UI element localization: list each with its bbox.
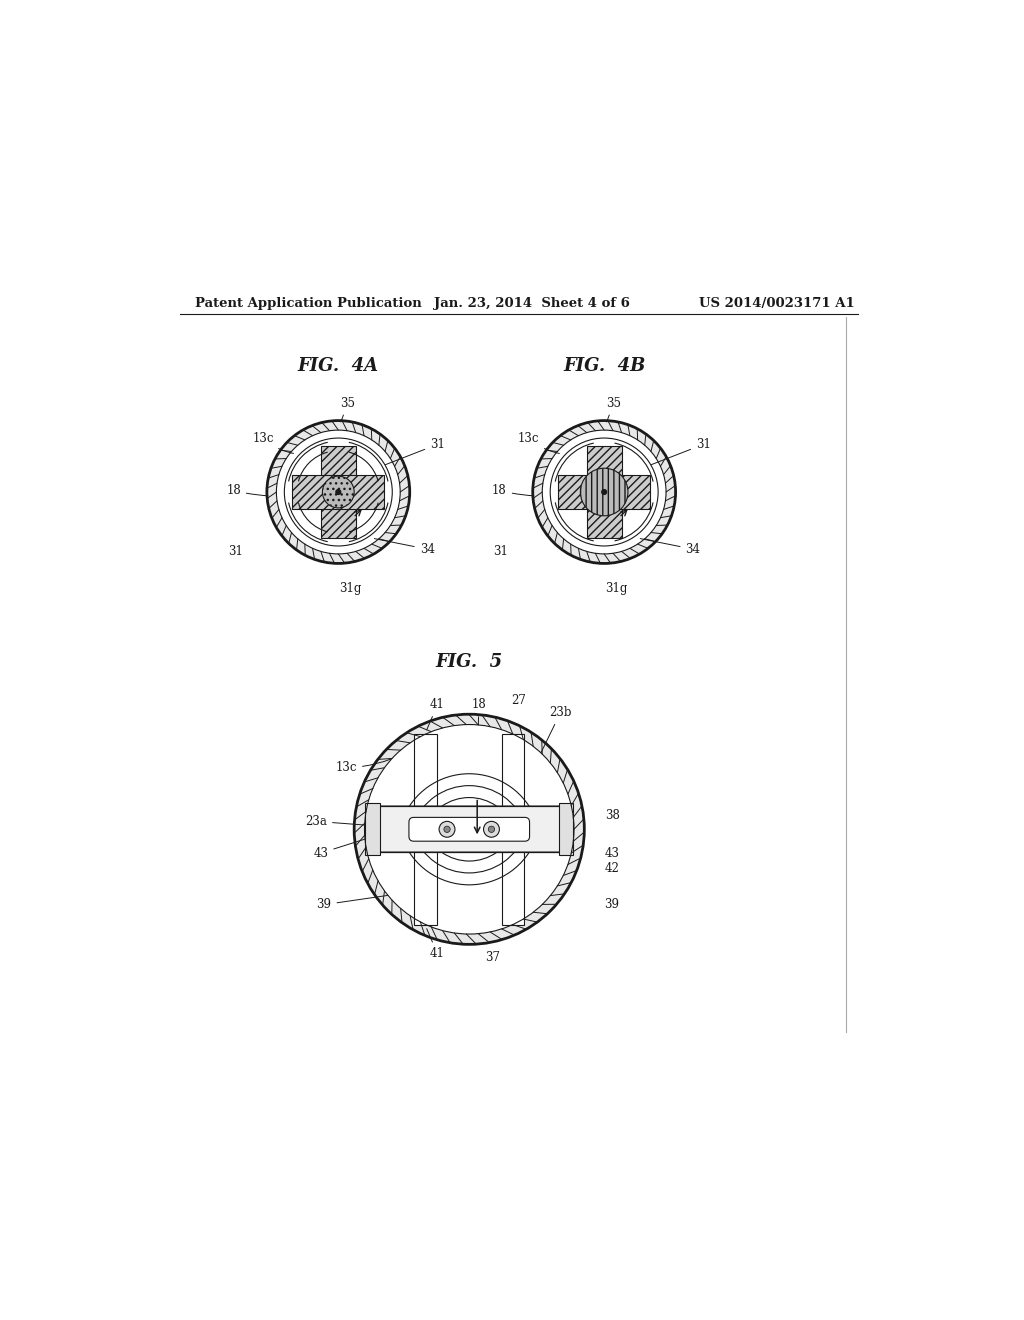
Bar [502, 734, 524, 924]
Text: 31: 31 [494, 545, 509, 558]
Text: 43: 43 [313, 838, 369, 859]
Bar [292, 475, 384, 510]
Text: 31g: 31g [339, 582, 361, 595]
Circle shape [550, 438, 658, 546]
Text: 34: 34 [375, 539, 434, 556]
Text: 13c: 13c [336, 759, 391, 774]
Text: Jan. 23, 2014  Sheet 4 of 6: Jan. 23, 2014 Sheet 4 of 6 [433, 297, 630, 310]
FancyBboxPatch shape [409, 817, 529, 841]
Circle shape [323, 477, 354, 508]
Bar [366, 803, 380, 855]
Text: FIG.  5: FIG. 5 [435, 652, 503, 671]
Circle shape [443, 826, 451, 833]
Bar [415, 734, 436, 924]
Text: 18: 18 [226, 484, 268, 496]
Text: FIG.  4A: FIG. 4A [298, 356, 379, 375]
Text: 35: 35 [606, 396, 622, 422]
Text: 18: 18 [492, 484, 534, 496]
Text: 34: 34 [640, 539, 700, 556]
FancyBboxPatch shape [370, 807, 568, 853]
Text: 43: 43 [604, 846, 620, 859]
Circle shape [365, 725, 574, 935]
Circle shape [532, 421, 676, 564]
Text: Patent Application Publication: Patent Application Publication [196, 297, 422, 310]
Circle shape [483, 821, 500, 837]
Text: 23a: 23a [305, 814, 366, 828]
Text: 13c: 13c [252, 432, 294, 454]
Ellipse shape [581, 469, 628, 516]
Text: 39: 39 [316, 894, 403, 911]
Text: 41: 41 [427, 698, 445, 730]
Text: US 2014/0023171 A1: US 2014/0023171 A1 [699, 297, 855, 310]
Text: FIG.  4B: FIG. 4B [563, 356, 645, 375]
Circle shape [602, 490, 606, 495]
Text: 35: 35 [340, 396, 355, 422]
Bar [587, 446, 622, 539]
Circle shape [285, 438, 392, 546]
Text: 38: 38 [604, 809, 620, 821]
Circle shape [488, 826, 495, 833]
Text: 37: 37 [485, 952, 501, 965]
Text: 31g: 31g [605, 582, 628, 595]
Text: 31: 31 [639, 438, 711, 470]
Bar [321, 446, 355, 539]
Text: 42: 42 [604, 862, 620, 875]
Text: 31: 31 [227, 545, 243, 558]
Text: 27: 27 [511, 694, 526, 708]
Bar [559, 803, 573, 855]
Bar [558, 475, 650, 510]
Text: 18: 18 [471, 698, 486, 780]
Text: 31: 31 [374, 438, 445, 470]
Text: 41: 41 [427, 929, 445, 961]
Text: 13c: 13c [518, 432, 559, 454]
Text: 23b: 23b [530, 706, 571, 775]
Circle shape [354, 714, 585, 944]
Circle shape [336, 490, 341, 495]
Circle shape [267, 421, 410, 564]
Circle shape [439, 821, 455, 837]
Text: 39: 39 [604, 898, 620, 911]
